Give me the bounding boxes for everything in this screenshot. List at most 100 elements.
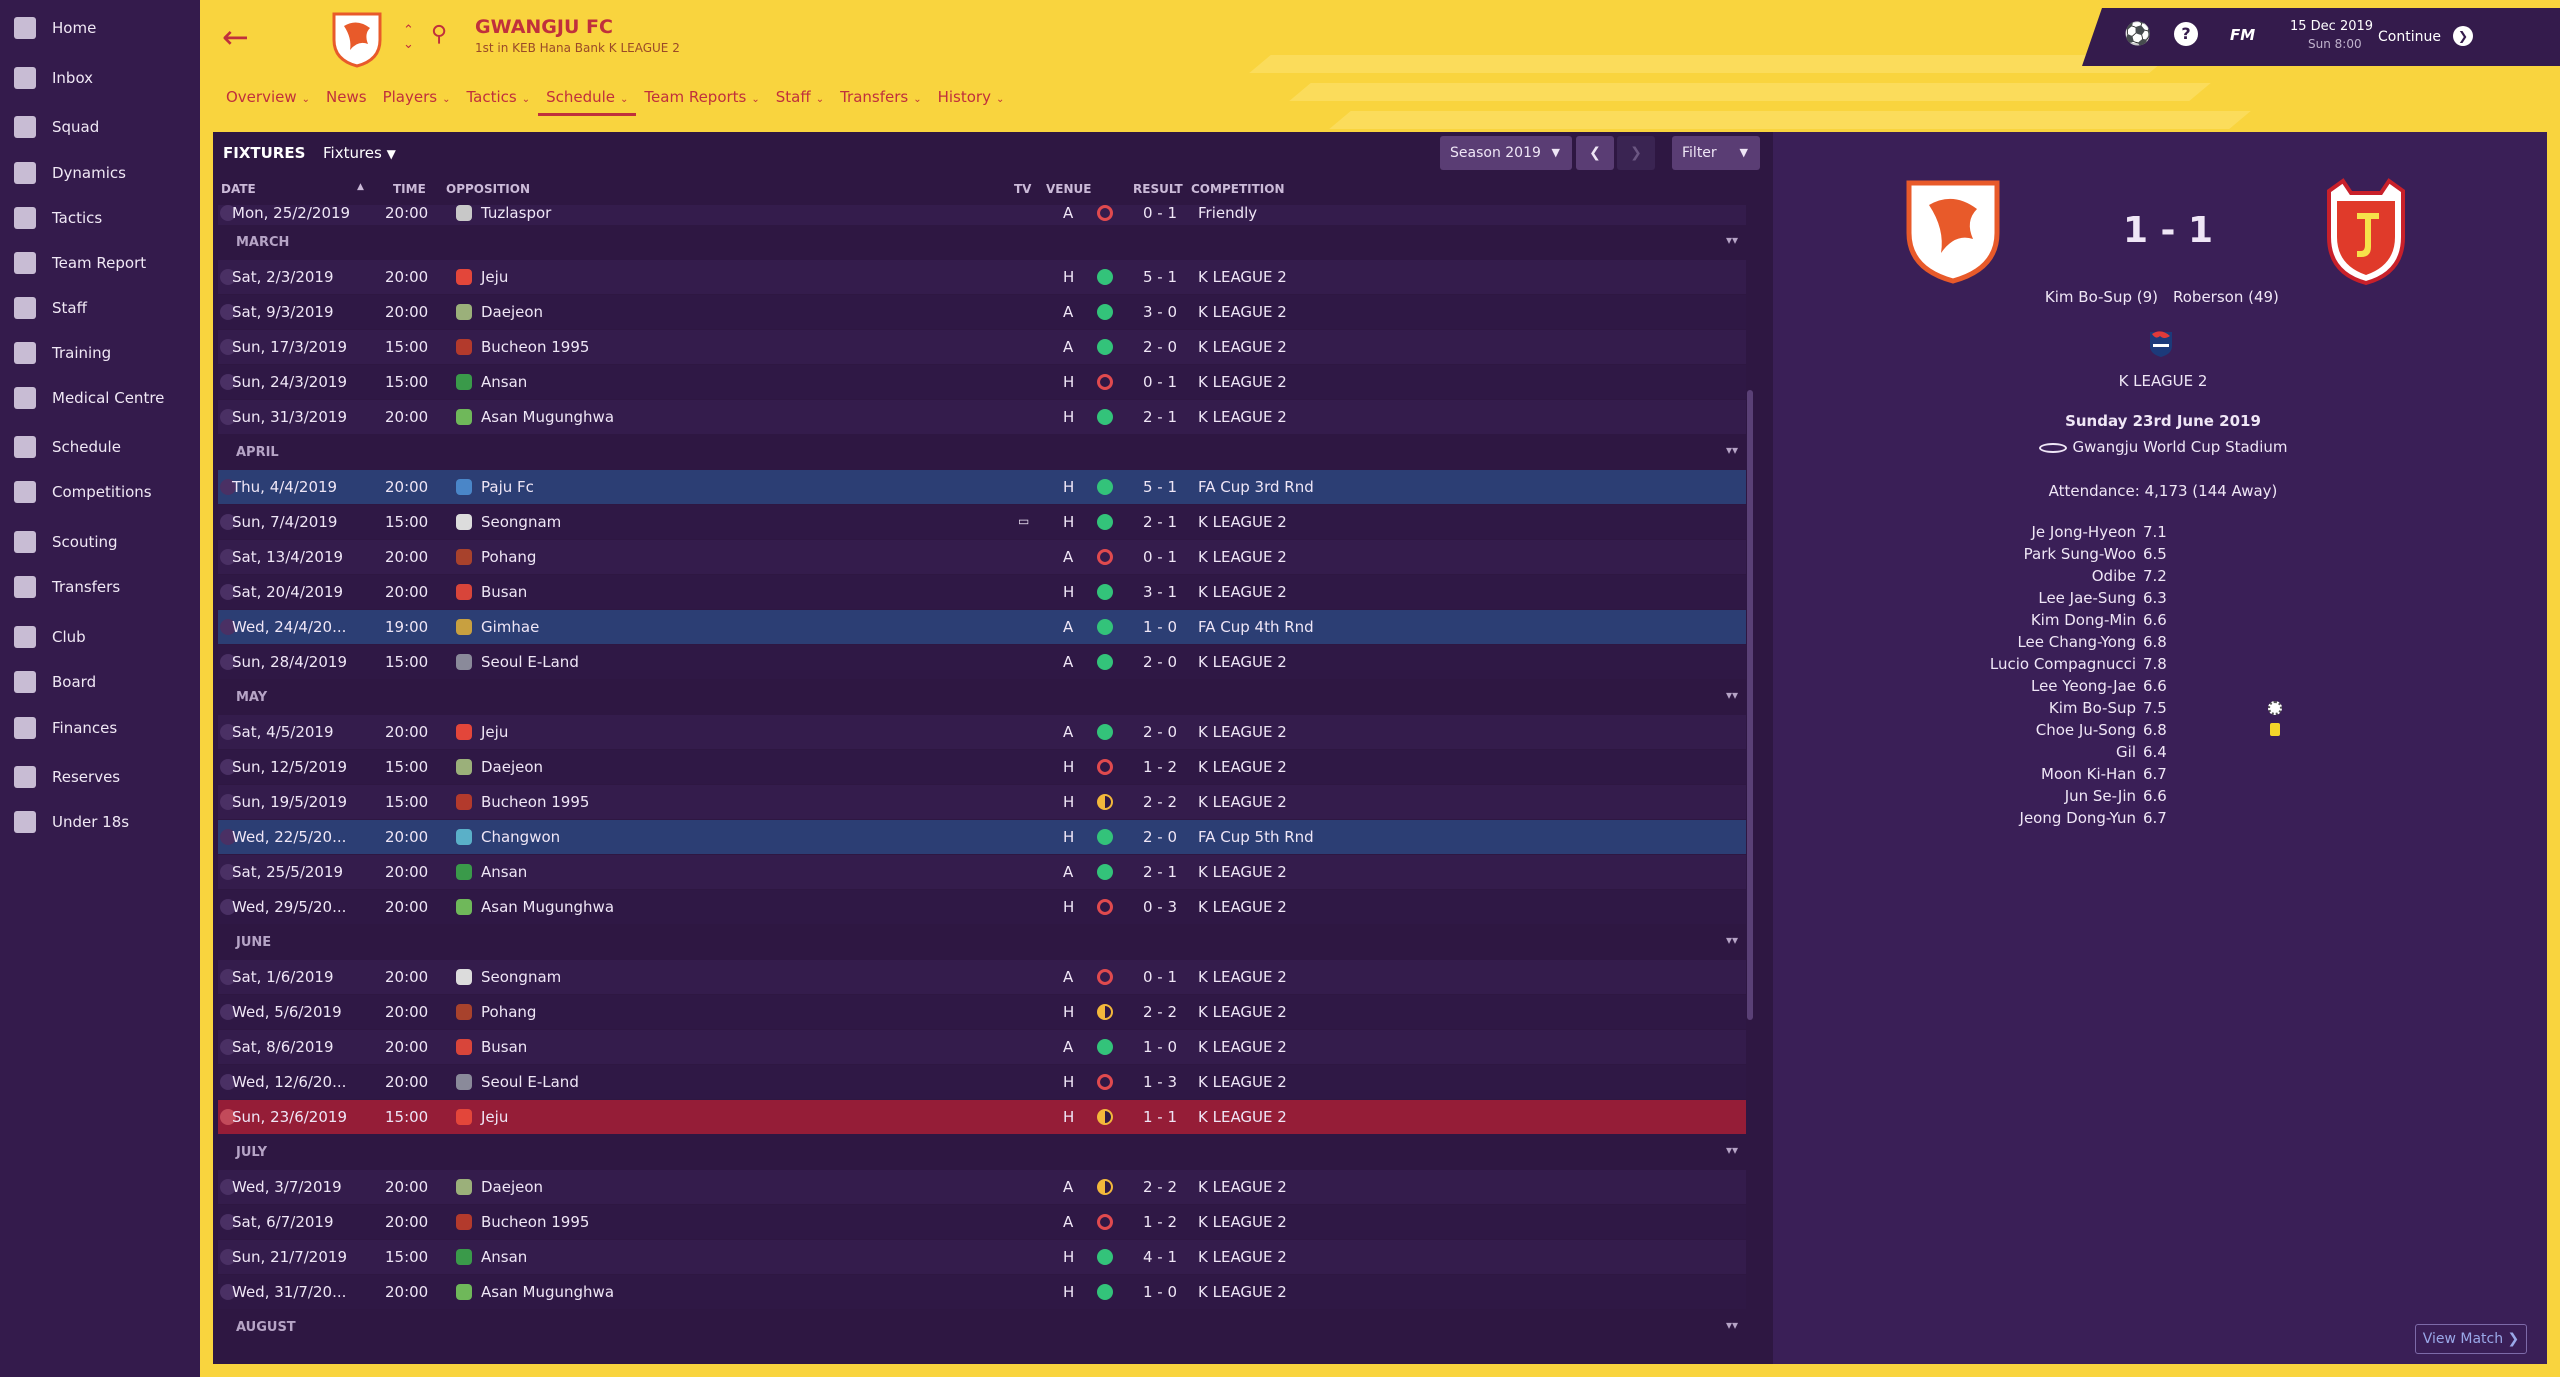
col-date[interactable]: DATE: [221, 182, 256, 196]
sidebar-item-board[interactable]: Board: [0, 662, 200, 702]
scrollbar[interactable]: [1747, 390, 1753, 1020]
fixture-opponent[interactable]: Tuzlaspor: [481, 205, 552, 222]
fixture-opponent[interactable]: Seongnam: [481, 968, 562, 986]
sidebar-item-reserves[interactable]: Reserves: [0, 757, 200, 797]
month-header[interactable]: MARCH ▾▾: [218, 225, 1746, 259]
sidebar-item-club[interactable]: Club: [0, 617, 200, 657]
row-select-icon[interactable]: [220, 479, 236, 495]
sidebar-item-training[interactable]: Training: [0, 333, 200, 373]
fixture-row[interactable]: Sat, 2/3/2019 20:00 Jeju H 5 - 1 K LEAGUE 2: [218, 260, 1746, 294]
col-opposition[interactable]: OPPOSITION: [446, 182, 530, 196]
fixture-row[interactable]: Wed, 5/6/2019 20:00 Pohang H 2 - 2 K LEAGUE 2: [218, 995, 1746, 1029]
fixture-opponent[interactable]: Jeju: [481, 268, 509, 286]
sidebar-item-squad[interactable]: Squad: [0, 107, 200, 147]
col-competition[interactable]: COMPETITION: [1191, 182, 1285, 196]
sidebar-item-tactics[interactable]: Tactics: [0, 198, 200, 238]
season-prev-button[interactable]: ❮: [1576, 136, 1614, 170]
player-rating-row[interactable]: Odibe 7.2: [1773, 567, 2547, 589]
row-select-icon[interactable]: [220, 1214, 236, 1230]
fixture-opponent[interactable]: Bucheon 1995: [481, 793, 590, 811]
season-dropdown[interactable]: Season 2019 ▼: [1440, 136, 1572, 170]
collapse-chevron-icon[interactable]: ▾▾: [1725, 688, 1738, 702]
fixture-opponent[interactable]: Changwon: [481, 828, 561, 846]
sidebar-item-team-report[interactable]: Team Report: [0, 243, 200, 283]
player-rating-row[interactable]: Lee Yeong-Jae 6.6: [1773, 677, 2547, 699]
sidebar-item-under-18s[interactable]: Under 18s: [0, 802, 200, 842]
row-select-icon[interactable]: [220, 654, 236, 670]
fixture-row[interactable]: Wed, 22/5/20... 20:00 Changwon H 2 - 0 FA Cup…: [218, 820, 1746, 854]
sidebar-item-finances[interactable]: Finances: [0, 708, 200, 748]
world-icon[interactable]: ⚽: [2124, 22, 2152, 47]
tab-history[interactable]: History ⌄: [930, 86, 1013, 116]
month-header[interactable]: JULY ▾▾: [218, 1135, 1746, 1169]
fixture-opponent[interactable]: Ansan: [481, 373, 528, 391]
row-select-icon[interactable]: [220, 1039, 236, 1055]
month-header[interactable]: AUGUST ▾▾: [218, 1310, 1746, 1344]
row-select-icon[interactable]: [220, 759, 236, 775]
row-select-icon[interactable]: [220, 1109, 236, 1125]
collapse-chevron-icon[interactable]: ▾▾: [1725, 233, 1738, 247]
help-icon[interactable]: ?: [2174, 22, 2198, 46]
fixture-opponent[interactable]: Daejeon: [481, 1178, 544, 1196]
fixture-row[interactable]: Sat, 20/4/2019 20:00 Busan H 3 - 1 K LEAGUE 2: [218, 575, 1746, 609]
row-select-icon[interactable]: [220, 969, 236, 985]
tab-overview[interactable]: Overview ⌄: [218, 86, 318, 116]
collapse-chevron-icon[interactable]: ▾▾: [1725, 443, 1738, 457]
row-select-icon[interactable]: [220, 1284, 236, 1300]
row-select-icon[interactable]: [220, 899, 236, 915]
col-tv[interactable]: TV: [1014, 182, 1032, 196]
row-select-icon[interactable]: [220, 1074, 236, 1090]
player-rating-row[interactable]: Lee Jae-Sung 6.3: [1773, 589, 2547, 611]
sidebar-item-scouting[interactable]: Scouting: [0, 522, 200, 562]
fixture-row[interactable]: Sun, 24/3/2019 15:00 Ansan H 0 - 1 K LEAGUE 2: [218, 365, 1746, 399]
row-select-icon[interactable]: [220, 339, 236, 355]
tab-staff[interactable]: Staff ⌄: [768, 86, 832, 116]
fixture-opponent[interactable]: Pohang: [481, 1003, 537, 1021]
fixture-opponent[interactable]: Jeju: [481, 723, 509, 741]
fixture-opponent[interactable]: Seongnam: [481, 513, 562, 531]
row-select-icon[interactable]: [220, 794, 236, 810]
row-select-icon[interactable]: [220, 549, 236, 565]
fixture-row[interactable]: Sun, 21/7/2019 15:00 Ansan H 4 - 1 K LEAGUE 2: [218, 1240, 1746, 1274]
fixture-opponent[interactable]: Bucheon 1995: [481, 338, 590, 356]
month-header[interactable]: MAY ▾▾: [218, 680, 1746, 714]
continue-arrow-icon[interactable]: ❯: [2453, 26, 2473, 46]
sidebar-item-transfers[interactable]: Transfers: [0, 567, 200, 607]
fixture-row[interactable]: Sun, 12/5/2019 15:00 Daejeon H 1 - 2 K LEAGUE…: [218, 750, 1746, 784]
player-rating-row[interactable]: Gil 6.4: [1773, 743, 2547, 765]
fixture-row[interactable]: Sun, 28/4/2019 15:00 Seoul E-Land A 2 - 0 K L…: [218, 645, 1746, 679]
sidebar-item-inbox[interactable]: Inbox: [0, 58, 200, 98]
row-select-icon[interactable]: [220, 514, 236, 530]
view-match-button[interactable]: View Match ❯: [2415, 1324, 2527, 1354]
tab-players[interactable]: Players ⌄: [375, 86, 459, 116]
fixture-row[interactable]: Sun, 23/6/2019 15:00 Jeju H 1 - 1 K LEAGUE 2: [218, 1100, 1746, 1134]
sidebar-item-competitions[interactable]: Competitions: [0, 472, 200, 512]
fixture-row[interactable]: Wed, 31/7/20... 20:00 Asan Mugunghwa H 1 - 0…: [218, 1275, 1746, 1309]
fixture-row[interactable]: Sat, 4/5/2019 20:00 Jeju A 2 - 0 K LEAGUE 2: [218, 715, 1746, 749]
row-select-icon[interactable]: [220, 864, 236, 880]
row-select-icon[interactable]: [220, 1249, 236, 1265]
fixture-row[interactable]: Sat, 25/5/2019 20:00 Ansan A 2 - 1 K LEAGUE 2: [218, 855, 1746, 889]
player-rating-row[interactable]: Park Sung-Woo 6.5: [1773, 545, 2547, 567]
player-rating-row[interactable]: Jeong Dong-Yun 6.7: [1773, 809, 2547, 831]
row-select-icon[interactable]: [220, 1179, 236, 1195]
fixture-opponent[interactable]: Ansan: [481, 863, 528, 881]
row-select-icon[interactable]: [220, 619, 236, 635]
player-rating-row[interactable]: Kim Dong-Min 6.6: [1773, 611, 2547, 633]
player-rating-row[interactable]: Lucio Compagnucci 7.8: [1773, 655, 2547, 677]
row-select-icon[interactable]: [220, 205, 236, 221]
player-rating-row[interactable]: Lee Chang-Yong 6.8: [1773, 633, 2547, 655]
fixture-row[interactable]: Wed, 12/6/20... 20:00 Seoul E-Land H 1 - 3 K …: [218, 1065, 1746, 1099]
fixture-opponent[interactable]: Daejeon: [481, 758, 544, 776]
fixture-opponent[interactable]: Asan Mugunghwa: [481, 898, 615, 916]
search-icon[interactable]: ⚲: [431, 22, 448, 47]
collapse-chevron-icon[interactable]: ▾▾: [1725, 1318, 1738, 1332]
fixture-row[interactable]: Sat, 1/6/2019 20:00 Seongnam A 0 - 1 K LEAGUE…: [218, 960, 1746, 994]
player-rating-row[interactable]: Jun Se-Jin 6.6: [1773, 787, 2547, 809]
fixture-opponent[interactable]: Gimhae: [481, 618, 540, 636]
fixtures-view-dropdown[interactable]: Fixtures ▼: [323, 144, 396, 162]
fixture-opponent[interactable]: Pohang: [481, 548, 537, 566]
fixture-opponent[interactable]: Daejeon: [481, 303, 544, 321]
fixture-opponent[interactable]: Paju Fc: [481, 478, 534, 496]
fixture-opponent[interactable]: Jeju: [481, 1108, 509, 1126]
